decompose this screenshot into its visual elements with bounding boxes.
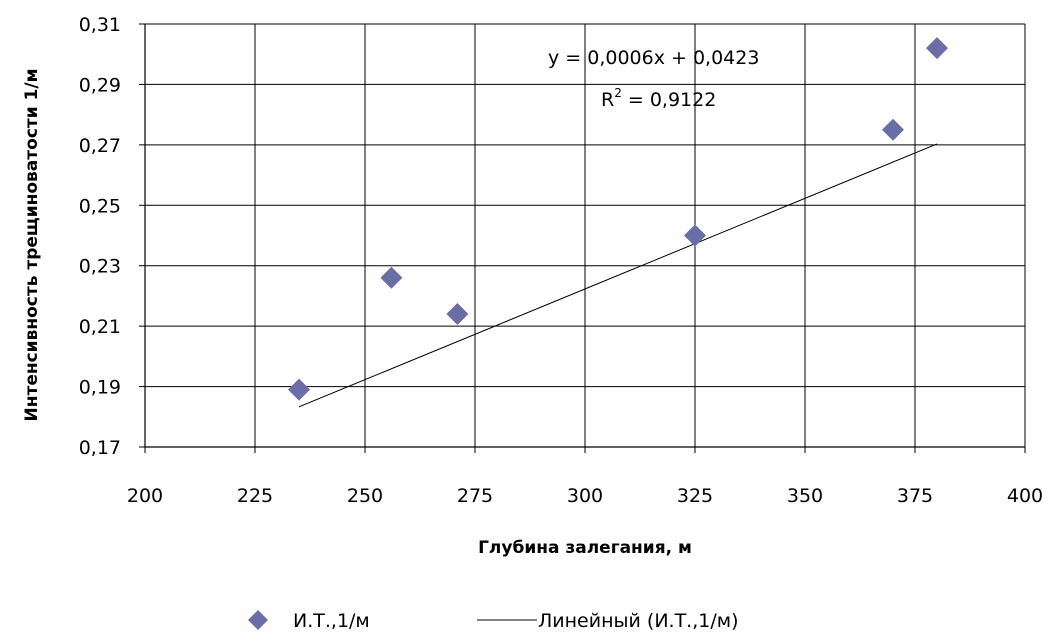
x-tick-label: 325 xyxy=(677,485,713,507)
y-tick-label: 0,23 xyxy=(79,256,121,278)
legend: И.Т.,1/м Линейный (И.Т.,1/м) xyxy=(248,610,739,632)
trendline-equation: y = 0,0006x + 0,0423 xyxy=(548,47,759,69)
y-tick-labels: 0,17 0,19 0,21 0,23 0,25 0,27 0,29 0,31 xyxy=(79,14,121,459)
x-tick-label: 375 xyxy=(897,485,933,507)
data-point xyxy=(684,224,706,247)
data-points xyxy=(288,37,948,401)
trendline-segment xyxy=(298,143,938,408)
x-tick-label: 400 xyxy=(1007,485,1043,507)
x-tick-label: 300 xyxy=(567,485,603,507)
x-tick-label: 350 xyxy=(787,485,823,507)
y-tick-label: 0,31 xyxy=(79,14,121,36)
y-tick-label: 0,19 xyxy=(79,377,121,399)
trendline-r2: R2 = 0,9122 xyxy=(601,86,716,111)
y-tick-label: 0,21 xyxy=(79,316,121,338)
data-point xyxy=(926,37,948,60)
y-tick-label: 0,17 xyxy=(79,437,121,459)
data-point xyxy=(380,266,403,289)
y-tick-label: 0,29 xyxy=(79,74,121,96)
trendline xyxy=(298,143,938,408)
data-point xyxy=(882,118,904,141)
x-tick-label: 225 xyxy=(237,485,273,507)
legend-diamond-marker xyxy=(248,610,268,630)
data-point xyxy=(288,378,310,401)
x-axis-title: Глубина залегания, м xyxy=(478,538,692,558)
x-tick-label: 250 xyxy=(347,485,383,507)
legend-series-label: И.Т.,1/м xyxy=(293,610,370,632)
x-tick-label: 275 xyxy=(457,485,493,507)
y-tick-label: 0,27 xyxy=(79,135,121,157)
legend-trendline-label: Линейный (И.Т.,1/м) xyxy=(538,610,739,632)
axes xyxy=(139,23,1026,453)
data-point xyxy=(446,303,469,326)
x-tick-labels: 200 225 250 275 300 325 350 375 400 xyxy=(127,485,1043,507)
x-tick-label: 200 xyxy=(127,485,163,507)
y-axis-title: Интенсивность трещиноватости 1/м xyxy=(22,68,42,421)
y-tick-label: 0,25 xyxy=(79,195,121,217)
